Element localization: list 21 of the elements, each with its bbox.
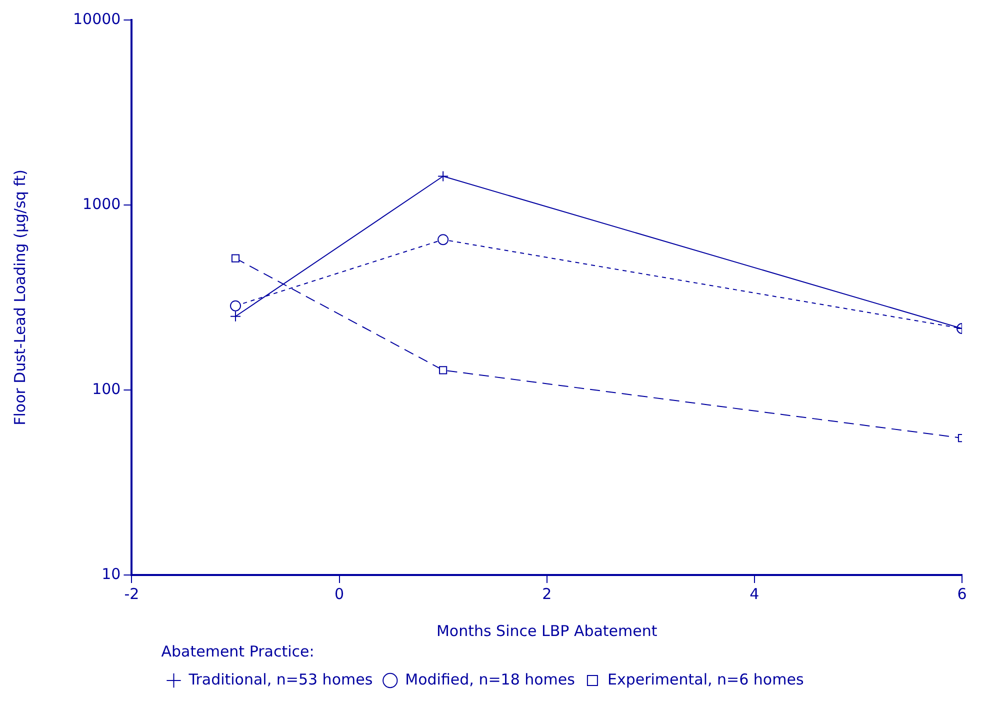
x-tick-label: 6 (957, 584, 967, 603)
point (230, 300, 242, 312)
y-tick-label: 10000 (73, 10, 121, 28)
x-tick-label: 4 (750, 584, 760, 603)
y-axis-title: Floor Dust-Lead Loading (µg/sq ft) (10, 170, 29, 426)
legend-label: Experimental, n=6 homes (607, 670, 804, 688)
legend-label: Traditional, n=53 homes (188, 670, 373, 688)
legend-label: Modified, n=18 homes (405, 670, 576, 688)
y-tick-label: 10 (102, 564, 121, 583)
x-axis-title: Months Since LBP Abatement (436, 622, 658, 640)
point (439, 366, 448, 374)
point (230, 310, 242, 322)
legend-title: Abatement Practice: (161, 642, 314, 660)
point (438, 234, 449, 246)
x-tick-label: -2 (124, 584, 140, 603)
point (231, 254, 240, 262)
y-tick-label: 1000 (82, 194, 121, 213)
point (438, 170, 449, 182)
x-tick-label: 2 (542, 584, 552, 603)
x-tick-label: 0 (334, 584, 344, 603)
y-tick-label: 100 (92, 380, 121, 398)
